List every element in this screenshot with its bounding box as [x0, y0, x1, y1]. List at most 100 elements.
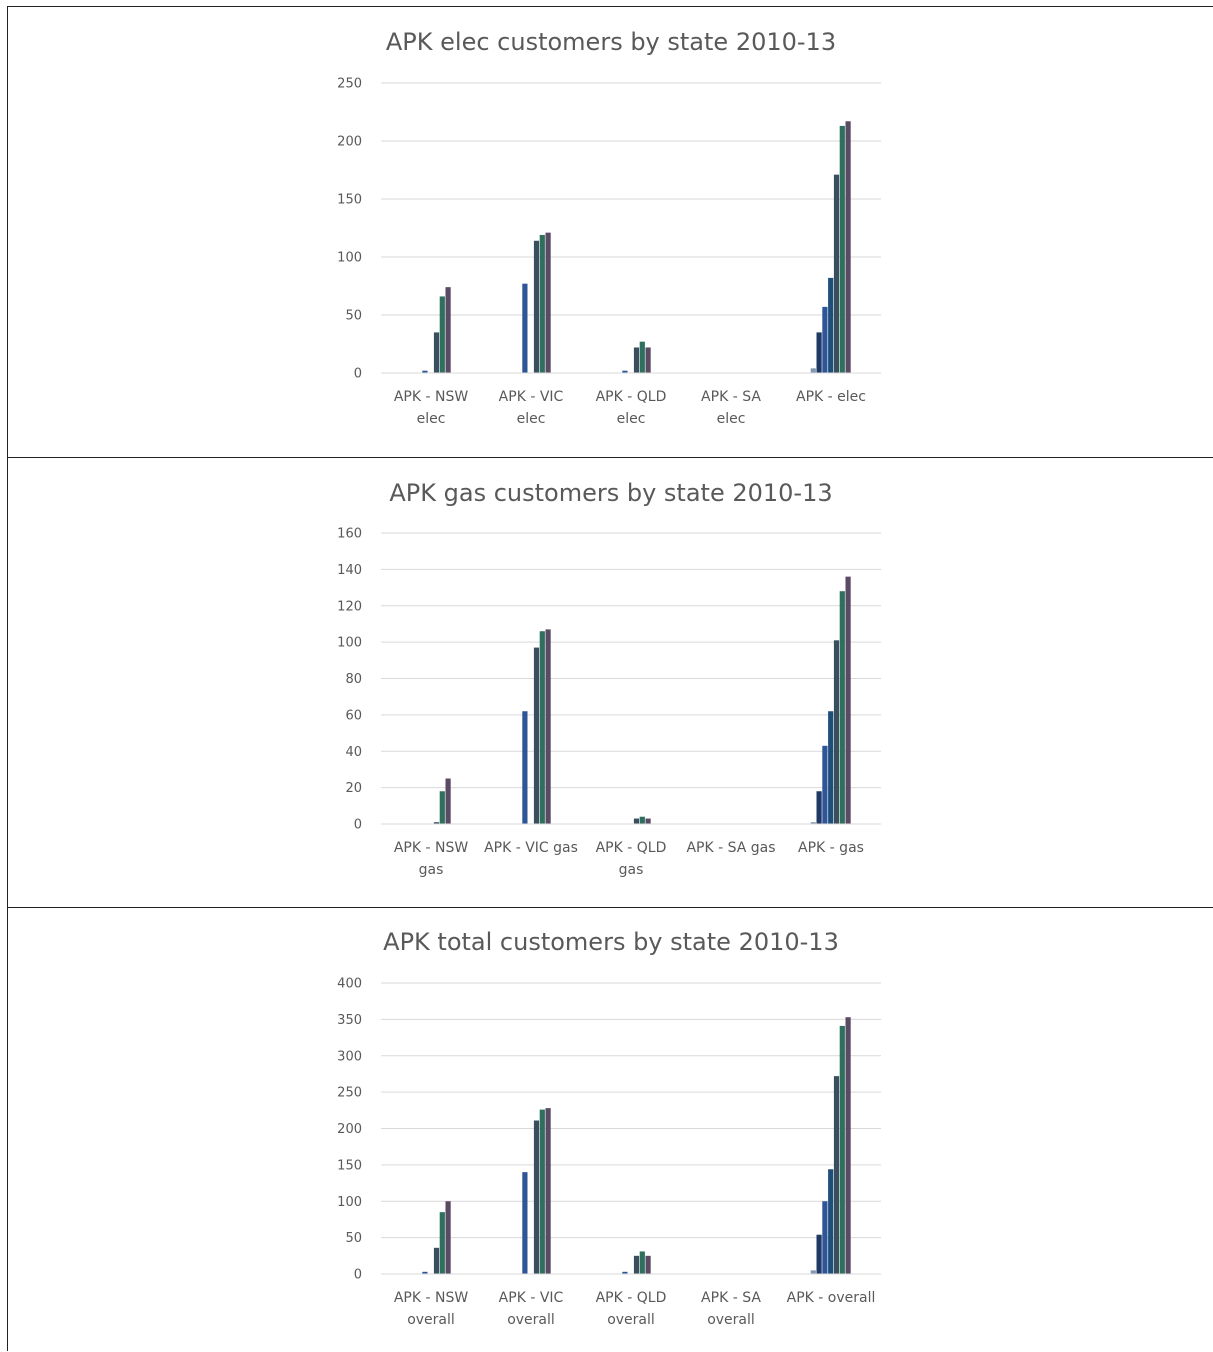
elec-y-tick-label: 250 — [337, 77, 362, 92]
chart-panel-elec: APK elec customers by state 2010-13 0 50 10… — [7, 6, 1213, 457]
gas-y-tick-label: 0 — [354, 818, 362, 833]
total-y-tick-label: 200 — [337, 1122, 362, 1137]
gas-y-tick-label: 140 — [337, 563, 362, 578]
total-bar — [445, 1201, 451, 1274]
gas-bar — [533, 647, 540, 824]
elec-category-label: APK - QLD elec — [596, 389, 667, 427]
total-bar — [522, 1172, 528, 1274]
gas-category-label: APK - NSW gas — [394, 840, 469, 878]
elec-bar — [445, 287, 451, 373]
elec-bar — [839, 125, 845, 373]
elec-bar — [822, 306, 828, 373]
total-y-tick-label: 350 — [337, 1013, 362, 1028]
gas-bar — [639, 816, 645, 824]
elec-y-tick-label: 50 — [345, 309, 362, 324]
total-bar — [622, 1271, 628, 1274]
elec-bar — [433, 332, 440, 373]
gas-bar — [822, 745, 828, 824]
total-chart-title: APK total customers by state 2010-13 — [383, 928, 839, 956]
gas-bar — [833, 640, 840, 824]
total-bar — [822, 1201, 828, 1274]
total-bar — [833, 1076, 840, 1274]
gas-bar — [433, 822, 440, 824]
elec-y-tick-label: 200 — [337, 135, 362, 150]
total-y-tick-label: 250 — [337, 1086, 362, 1101]
total-y-tick-label: 400 — [337, 977, 362, 992]
gas-y-tick-label: 100 — [337, 636, 362, 651]
gas-bar — [810, 822, 816, 824]
gas-bar — [539, 631, 545, 824]
gas-category-label: APK - QLD gas — [596, 840, 667, 878]
gas-category-label: APK - gas — [798, 840, 864, 856]
chart-panel-total: APK total customers by state 2010-13 0 50 1… — [7, 907, 1213, 1351]
elec-bar — [422, 370, 428, 373]
elec-category-label: APK - NSW elec — [394, 389, 469, 427]
total-bar — [810, 1270, 816, 1274]
total-bar — [439, 1212, 445, 1274]
gas-bar — [633, 818, 640, 824]
elec-bar — [439, 296, 445, 373]
total-bar — [845, 1017, 851, 1274]
total-bar — [422, 1271, 428, 1274]
gas-y-tick-label: 60 — [345, 708, 362, 723]
elec-chart: APK elec customers by state 2010-13 0 50 10… — [337, 28, 881, 427]
total-bar — [839, 1025, 845, 1274]
elec-bar — [833, 174, 840, 373]
gas-chart-title: APK gas customers by state 2010-13 — [389, 479, 832, 507]
elec-bar — [539, 234, 545, 373]
gas-bar — [522, 711, 528, 824]
elec-bar — [622, 370, 628, 373]
gas-y-tick-label: 20 — [345, 781, 362, 796]
gas-category-label: APK - VIC gas — [484, 840, 578, 856]
total-y-tick-label: 300 — [337, 1049, 362, 1064]
total-y-tick-label: 100 — [337, 1195, 362, 1210]
total-bar — [533, 1120, 540, 1274]
total-bar — [645, 1255, 651, 1274]
elec-chart-title: APK elec customers by state 2010-13 — [386, 28, 836, 56]
elec-y-tick-label: 150 — [337, 193, 362, 208]
elec-bar — [522, 283, 528, 373]
gas-y-tick-label: 40 — [345, 745, 362, 760]
gas-bar — [439, 791, 445, 824]
elec-bar — [545, 232, 551, 373]
gas-bar — [545, 629, 551, 824]
gas-bar — [445, 778, 451, 824]
elec-bar — [633, 347, 640, 373]
elec-y-tick-label: 100 — [337, 251, 362, 266]
gas-y-tick-label: 80 — [345, 672, 362, 687]
elec-category-label: APK - elec — [796, 389, 866, 405]
total-bar — [816, 1234, 822, 1274]
total-category-label: APK - VIC overall — [499, 1290, 564, 1328]
total-category-label: APK - NSW overall — [394, 1290, 469, 1328]
gas-y-tick-label: 120 — [337, 599, 362, 614]
elec-bar — [645, 347, 651, 373]
elec-y-tick-label: 0 — [354, 367, 362, 382]
total-bar — [639, 1251, 645, 1274]
total-y-tick-label: 0 — [354, 1268, 362, 1283]
gas-category-label: APK - SA gas — [686, 840, 775, 856]
elec-bar — [533, 240, 540, 373]
total-bar — [633, 1255, 640, 1274]
total-bar — [828, 1169, 834, 1274]
elec-bar — [810, 368, 816, 373]
total-y-tick-label: 50 — [345, 1231, 362, 1246]
gas-chart: APK gas customers by state 2010-13 0 20 40 6… — [337, 479, 881, 878]
gas-y-tick-label: 160 — [337, 527, 362, 542]
chart-panel-gas: APK gas customers by state 2010-13 0 20 40 6… — [7, 457, 1213, 908]
elec-bar — [639, 341, 645, 373]
total-category-label: APK - overall — [787, 1290, 876, 1306]
elec-bar — [816, 332, 822, 373]
gas-bar — [828, 711, 834, 824]
elec-category-label: APK - VIC elec — [499, 389, 564, 427]
total-bar — [539, 1109, 545, 1274]
total-bar — [433, 1247, 440, 1274]
gas-bar — [816, 791, 822, 824]
gas-bar — [845, 576, 851, 824]
total-category-label: APK - SA overall — [701, 1290, 761, 1328]
elec-bar — [828, 277, 834, 373]
total-bar — [545, 1108, 551, 1274]
total-chart: APK total customers by state 2010-13 0 50 1… — [337, 928, 881, 1328]
total-y-tick-label: 150 — [337, 1158, 362, 1173]
total-category-label: APK - QLD overall — [596, 1290, 667, 1328]
elec-category-label: APK - SA elec — [701, 389, 761, 427]
